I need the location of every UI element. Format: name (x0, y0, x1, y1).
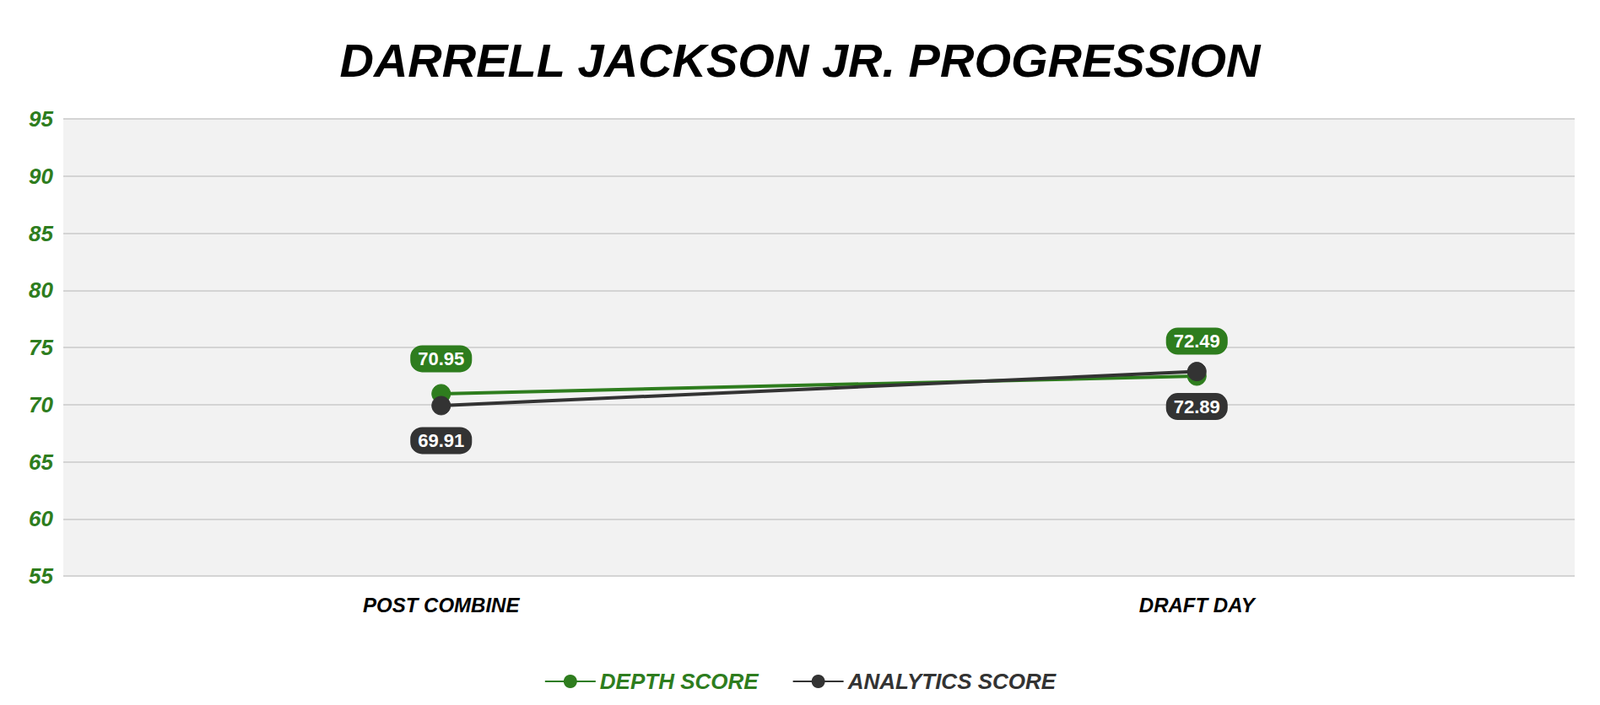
svg-text:69.91: 69.91 (417, 430, 465, 452)
svg-text:60: 60 (28, 506, 54, 532)
svg-text:ANALYTICS SCORE: ANALYTICS SCORE (847, 669, 1057, 695)
svg-text:95: 95 (28, 106, 54, 132)
svg-text:85: 85 (28, 221, 54, 247)
svg-text:72.49: 72.49 (1173, 330, 1221, 352)
svg-text:DEPTH SCORE: DEPTH SCORE (600, 669, 759, 695)
svg-text:65: 65 (28, 449, 54, 476)
svg-text:90: 90 (28, 163, 54, 190)
svg-text:55: 55 (28, 563, 54, 590)
svg-text:75: 75 (28, 335, 54, 361)
svg-text:70.95: 70.95 (417, 348, 465, 370)
svg-text:72.89: 72.89 (1173, 396, 1221, 418)
svg-text:DRAFT DAY: DRAFT DAY (1139, 594, 1257, 617)
svg-text:POST COMBINE: POST COMBINE (362, 594, 520, 617)
svg-text:70: 70 (28, 392, 54, 418)
svg-text:DARRELL JACKSON JR. PROGRESSIO: DARRELL JACKSON JR. PROGRESSION (339, 33, 1262, 87)
svg-text:80: 80 (28, 277, 54, 303)
